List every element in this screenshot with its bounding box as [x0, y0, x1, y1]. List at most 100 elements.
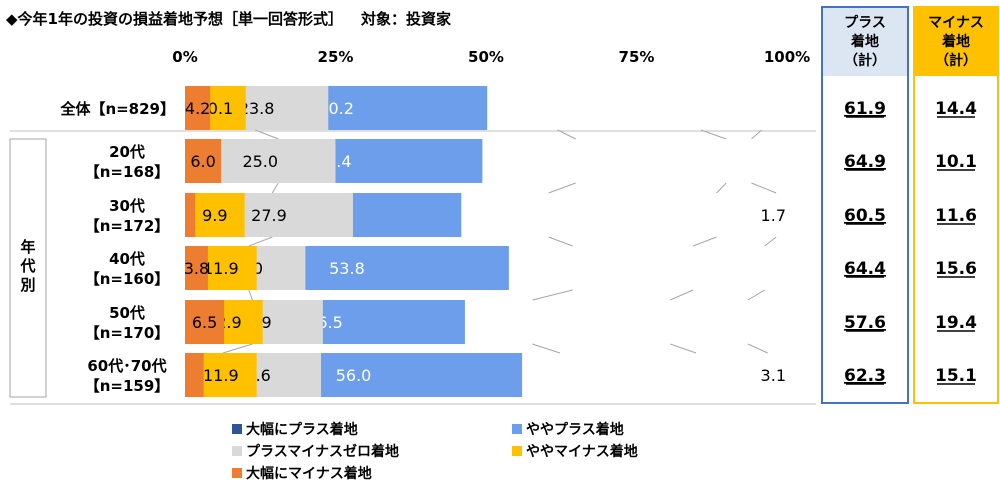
minus-header-line-1: マイナス	[928, 14, 984, 31]
connector-line	[557, 129, 576, 140]
legend: 大幅にプラス着地 ややプラス着地 プラスマイナスゼロ着地 ややマイナス着地 大幅…	[232, 418, 792, 488]
minus-header-line-3: （計）	[935, 52, 977, 69]
connector-line	[532, 343, 561, 354]
minus-total-value: 15.6	[935, 259, 977, 279]
connector-line	[764, 236, 777, 247]
connector-line	[271, 182, 279, 194]
data-label: 6.0	[190, 152, 215, 171]
plus-total-value: 64.4	[844, 259, 886, 279]
legend-item: ややマイナス着地	[512, 440, 792, 462]
plus-total-value: 57.6	[844, 313, 886, 333]
plus-total-value: 64.9	[844, 152, 886, 172]
connector-line	[532, 289, 573, 301]
bar-segment	[185, 193, 196, 237]
bar-segment	[185, 139, 222, 183]
bar-segment	[185, 86, 211, 130]
connector-line	[548, 236, 573, 247]
bar-segment	[185, 246, 208, 290]
connector-line	[716, 182, 727, 194]
connector-line	[222, 343, 253, 354]
category-label: 【n=168】	[85, 163, 170, 181]
legend-item: 大幅にプラス着地	[232, 418, 512, 440]
category-label: 40代	[109, 250, 145, 268]
data-label: 3.8	[184, 259, 209, 278]
minus-total-value: 11.6	[935, 206, 977, 226]
category-label: 30代	[109, 197, 145, 215]
connector-line	[692, 236, 717, 247]
category-label: 全体【n=829】	[59, 100, 175, 118]
data-label: 23.8	[239, 99, 275, 118]
data-label: 53.8	[329, 259, 365, 278]
data-label: 4.2	[185, 99, 210, 118]
data-label: 56.0	[336, 366, 372, 385]
category-label: 60代･70代	[87, 357, 166, 375]
plus-header-line-3: （計）	[844, 52, 886, 69]
x-tick-label: 100%	[764, 48, 810, 66]
legend-label: プラスマイナスゼロ着地	[246, 444, 400, 460]
minus-total-value: 14.4	[935, 99, 977, 119]
minus-header-line-2: 着地	[942, 33, 970, 50]
legend-label: ややマイナス着地	[526, 444, 638, 460]
legend-swatch	[232, 424, 242, 434]
connector-line	[670, 343, 697, 354]
data-label: 3.1	[761, 366, 786, 385]
bar-segment	[185, 353, 204, 397]
category-label: 【n=159】	[85, 377, 170, 395]
x-tick-label: 0%	[172, 48, 197, 66]
data-label: 25.0	[242, 152, 278, 171]
legend-item: 大幅にマイナス着地	[232, 462, 512, 484]
data-label: 1.7	[761, 206, 786, 225]
data-label: 27.9	[251, 206, 287, 225]
plus-total-value: 62.3	[844, 366, 886, 386]
minus-total-value: 15.1	[935, 366, 977, 386]
data-label: 9.9	[202, 206, 227, 225]
title-text: ◆今年1年の投資の損益着地予想［単一回答形式］	[6, 10, 343, 28]
legend-item: プラスマイナスゼロ着地	[232, 440, 512, 462]
connector-line	[751, 182, 777, 194]
connector-line	[548, 182, 576, 194]
category-label: 20代	[109, 143, 145, 161]
group-label-char: 年	[20, 238, 35, 256]
category-label: 50代	[109, 304, 145, 322]
data-label: 6.5	[192, 313, 217, 332]
x-tick-label: 75%	[619, 48, 655, 66]
legend-label: 大幅にプラス着地	[246, 422, 358, 438]
chart-title: ◆今年1年の投資の損益着地予想［単一回答形式］ 対象：投資家	[6, 8, 451, 29]
connector-line	[700, 129, 727, 140]
group-label-box	[9, 138, 47, 398]
category-label: 【n=170】	[85, 324, 170, 342]
bar-segment	[185, 300, 225, 344]
minus-total-header: マイナス 着地 （計）	[915, 8, 997, 76]
connector-line	[670, 289, 694, 301]
plus-total-header: プラス 着地 （計）	[823, 8, 907, 76]
legend-swatch	[512, 446, 522, 456]
legend-label: 大幅にマイナス着地	[246, 466, 372, 482]
legend-swatch	[512, 424, 522, 434]
group-label-char: 代	[19, 257, 35, 275]
group-label-char: 別	[19, 276, 35, 294]
plus-total-value: 61.9	[844, 99, 886, 119]
x-tick-label: 25%	[318, 48, 354, 66]
legend-item: ややプラス着地	[512, 418, 792, 440]
connector-line	[751, 129, 763, 140]
data-label: 11.9	[203, 259, 239, 278]
legend-swatch	[232, 446, 242, 456]
minus-total-value: 10.1	[935, 152, 977, 172]
minus-total-value: 19.4	[935, 313, 977, 333]
category-label: 【n=160】	[85, 270, 170, 288]
category-label: 【n=172】	[85, 217, 170, 235]
plus-total-value: 60.5	[844, 206, 886, 226]
connector-line	[747, 289, 765, 301]
x-tick-label: 50%	[468, 48, 504, 66]
target-audience: 対象：投資家	[360, 10, 451, 28]
connector-line	[747, 343, 768, 354]
connector-line	[248, 289, 253, 301]
connector-line	[255, 129, 279, 140]
legend-swatch	[232, 468, 242, 478]
plus-header-line-2: 着地	[851, 33, 879, 50]
data-label: 11.9	[203, 366, 239, 385]
plus-header-line-1: プラス	[844, 14, 886, 31]
legend-label: ややプラス着地	[526, 422, 624, 438]
connector-line	[248, 236, 273, 247]
